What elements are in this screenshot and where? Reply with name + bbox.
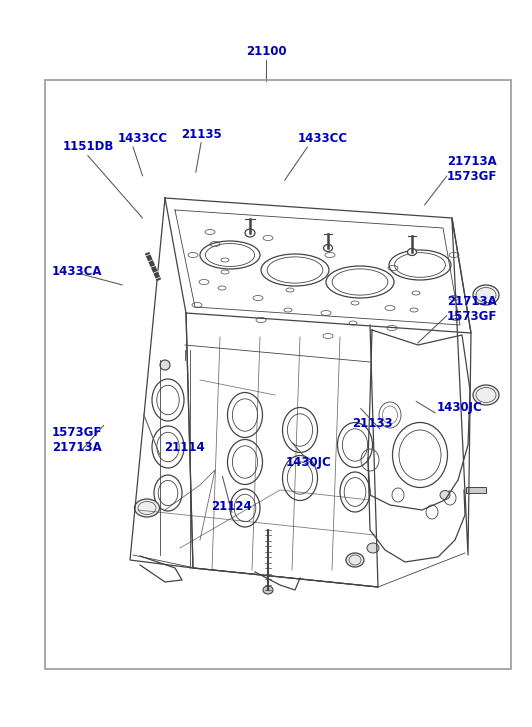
Text: 21114: 21114 (164, 441, 205, 454)
Bar (466, 487, 486, 493)
Text: 21713A
1573GF: 21713A 1573GF (447, 155, 497, 183)
Text: 1433CC: 1433CC (118, 132, 168, 145)
Text: 21124: 21124 (212, 499, 252, 513)
Ellipse shape (263, 586, 273, 594)
Text: 21713A
1573GF: 21713A 1573GF (447, 294, 497, 323)
Ellipse shape (245, 229, 255, 237)
Text: 21135: 21135 (181, 128, 221, 141)
Text: 1433CA: 1433CA (52, 265, 103, 278)
Text: 1430JC: 1430JC (286, 456, 331, 469)
Ellipse shape (135, 499, 160, 517)
Text: 21133: 21133 (352, 417, 393, 430)
Ellipse shape (323, 244, 332, 252)
Text: 1430JC: 1430JC (436, 401, 482, 414)
Ellipse shape (473, 385, 499, 405)
Text: 21100: 21100 (246, 45, 286, 58)
Bar (45, 80, 511, 669)
Text: 1433CC: 1433CC (298, 132, 348, 145)
Text: 1573GF
21713A: 1573GF 21713A (52, 425, 103, 454)
Ellipse shape (440, 491, 450, 499)
Ellipse shape (473, 285, 499, 305)
Ellipse shape (408, 249, 417, 255)
Ellipse shape (367, 543, 379, 553)
Ellipse shape (346, 553, 364, 567)
Text: 1151DB: 1151DB (63, 140, 114, 153)
Ellipse shape (160, 360, 170, 370)
